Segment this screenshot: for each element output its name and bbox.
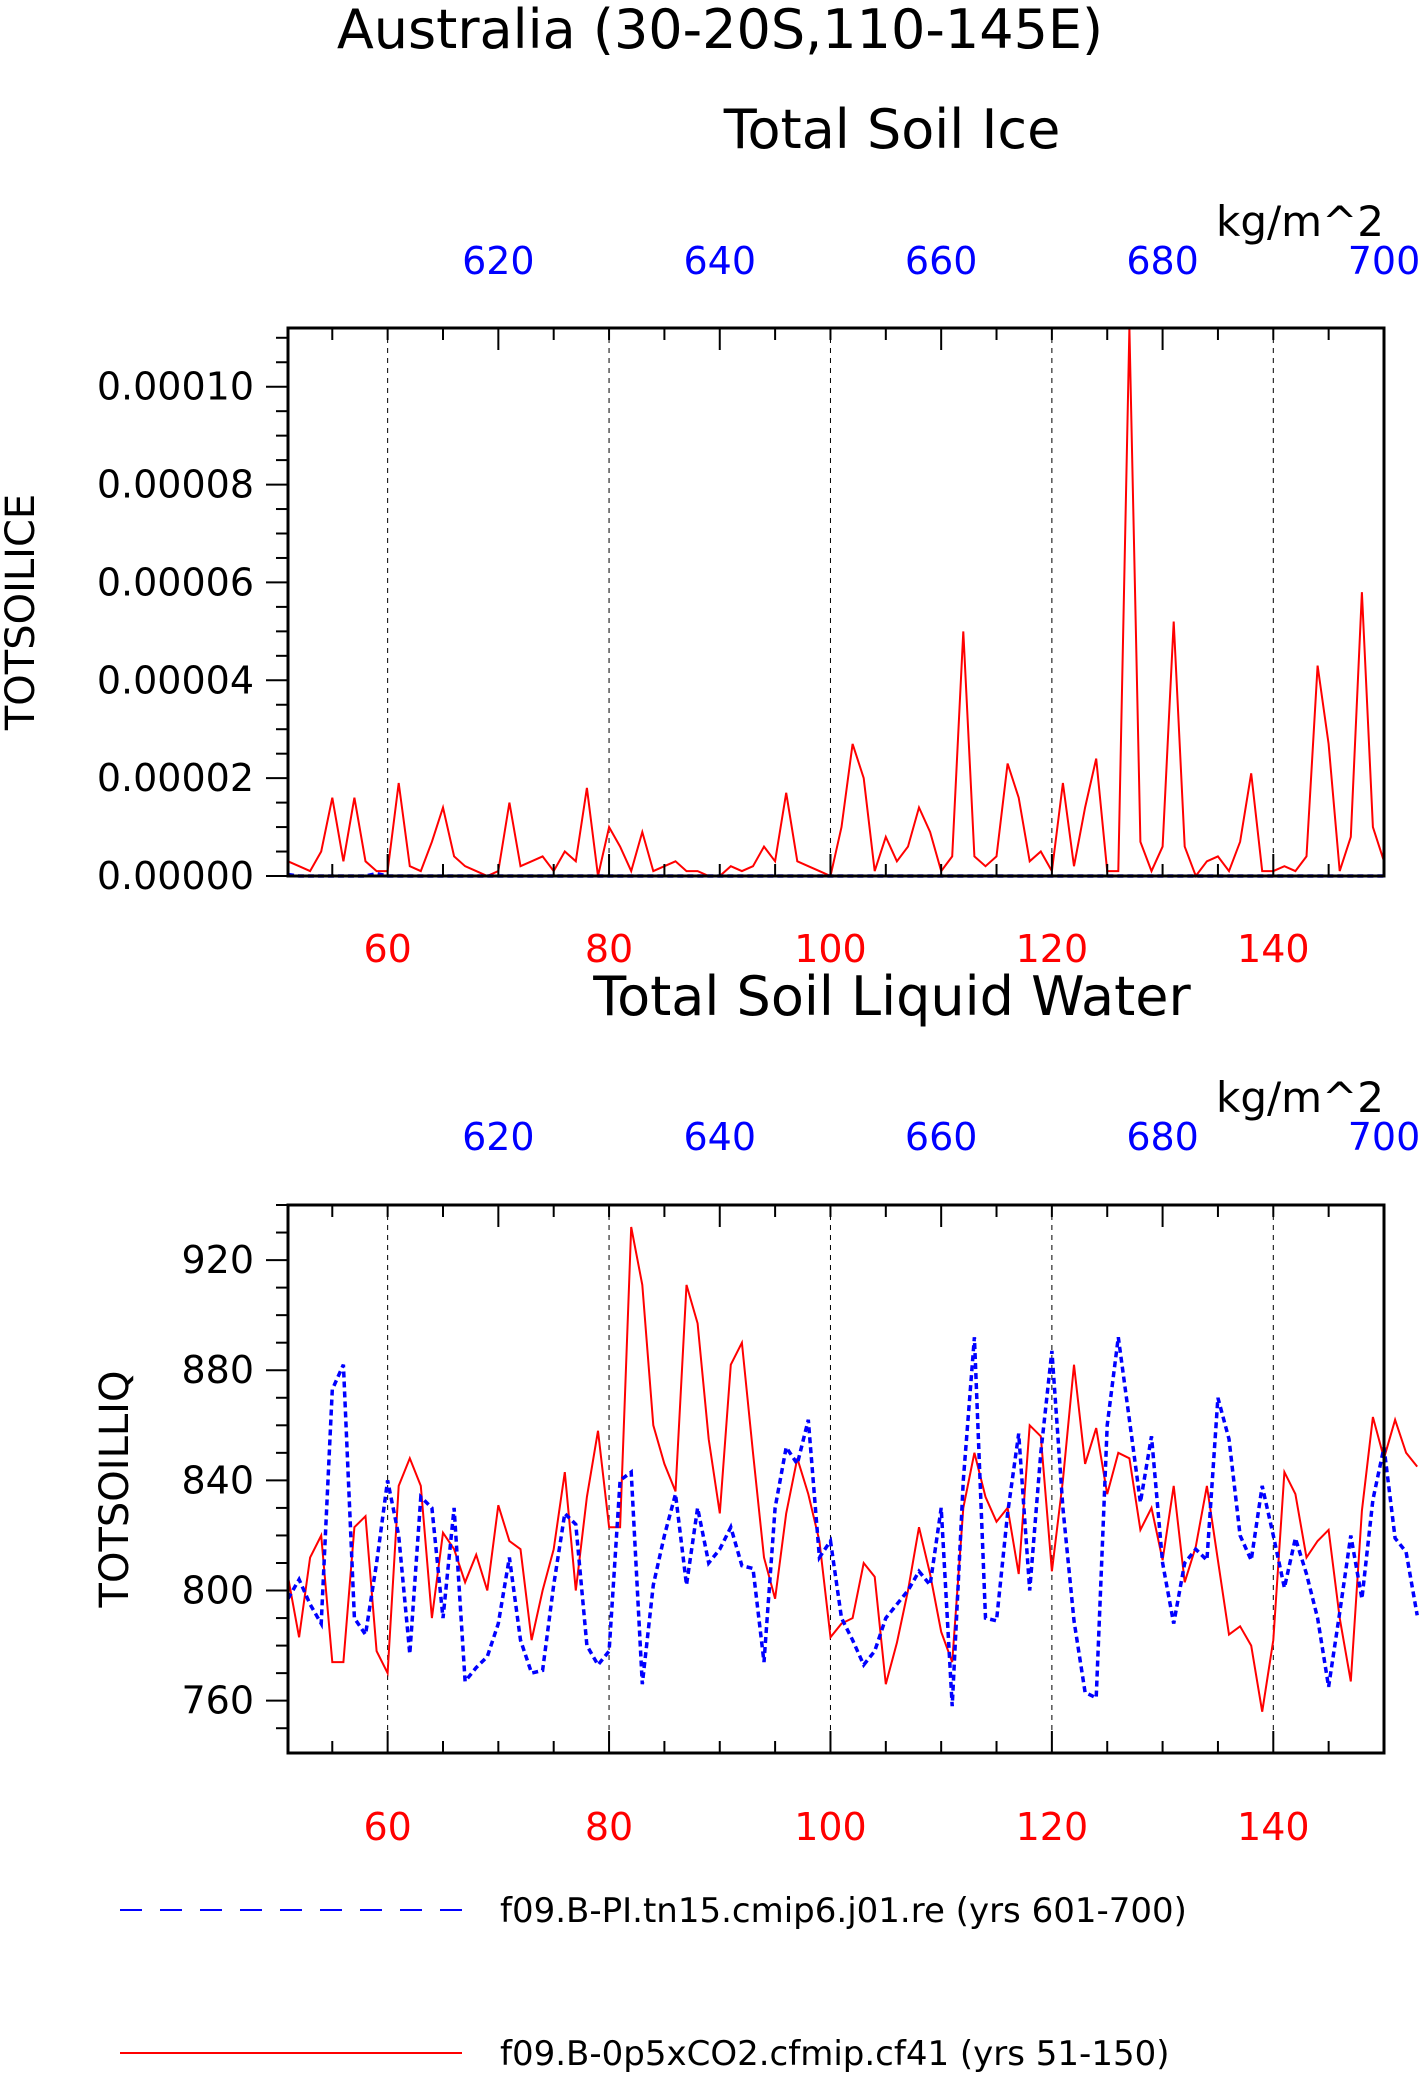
legend-label-blue: f09.B-PI.tn15.cmip6.j01.re (yrs 601-700) [500, 1891, 1187, 1931]
top-tick-label: 660 [905, 1115, 978, 1159]
top-tick-label: 700 [1348, 1115, 1421, 1159]
bottom-tick-label: 140 [1237, 927, 1310, 971]
legend-label-red: f09.B-0p5xCO2.cfmip.cf41 (yrs 51-150) [500, 2034, 1169, 2074]
series-line-blue [286, 1336, 1419, 1707]
bottom-tick-label: 60 [363, 927, 411, 971]
left-tick-label: 0.00002 [97, 756, 254, 800]
top-tick-label: 640 [683, 239, 756, 283]
left-tick-label: 760 [181, 1679, 254, 1723]
y-axis-label: TOTSOILLIQ [92, 1371, 138, 1609]
bottom-tick-label: 120 [1016, 1805, 1089, 1849]
bottom-tick-label: 80 [585, 1805, 633, 1849]
panel-title: Total Soil Liquid Water [592, 965, 1191, 1028]
left-tick-label: 840 [181, 1458, 254, 1502]
legend: f09.B-PI.tn15.cmip6.j01.re (yrs 601-700)… [120, 1891, 1187, 2074]
y-axis-label: TOTSOILICE [0, 494, 44, 731]
top-tick-label: 620 [462, 1115, 535, 1159]
top-tick-label: 680 [1126, 1115, 1199, 1159]
bottom-tick-label: 60 [363, 1805, 411, 1849]
left-tick-label: 0.00006 [97, 560, 254, 604]
panel-title: Total Soil Ice [723, 98, 1061, 161]
left-tick-label: 800 [181, 1569, 254, 1613]
units-label: kg/m^2 [1216, 1073, 1384, 1122]
series-line-red [287, 1226, 1418, 1712]
units-label: kg/m^2 [1216, 197, 1384, 246]
series-line-red [287, 327, 1385, 879]
bottom-tick-label: 140 [1237, 1805, 1310, 1849]
bottom-tick-label: 120 [1016, 927, 1089, 971]
left-tick-label: 880 [181, 1348, 254, 1392]
bottom-tick-label: 100 [794, 927, 867, 971]
plot-frame [286, 1203, 1386, 1755]
left-tick-label: 0.00008 [97, 463, 254, 507]
top-tick-label: 620 [462, 239, 535, 283]
left-tick-label: 920 [181, 1238, 254, 1282]
panel-total-soil-liquid-water: Total Soil Liquid Water kg/m^2 TOTSOILLIQ 6… [92, 965, 1420, 1849]
top-tick-label: 680 [1126, 239, 1199, 283]
bottom-tick-label: 80 [585, 927, 633, 971]
top-tick-label: 640 [683, 1115, 756, 1159]
plot-frame [286, 326, 1386, 878]
left-tick-label: 0.00004 [97, 658, 254, 702]
top-tick-label: 700 [1348, 239, 1421, 283]
bottom-tick-label: 100 [794, 1805, 867, 1849]
left-tick-label: 0.00010 [97, 365, 254, 409]
figure-title: Australia (30-20S,110-145E) [337, 0, 1103, 61]
panel-total-soil-ice: Total Soil Ice kg/m^2 TOTSOILICE 60 80 100 120… [0, 98, 1420, 971]
left-tick-label: 0.00000 [97, 854, 254, 898]
top-tick-label: 660 [905, 239, 978, 283]
